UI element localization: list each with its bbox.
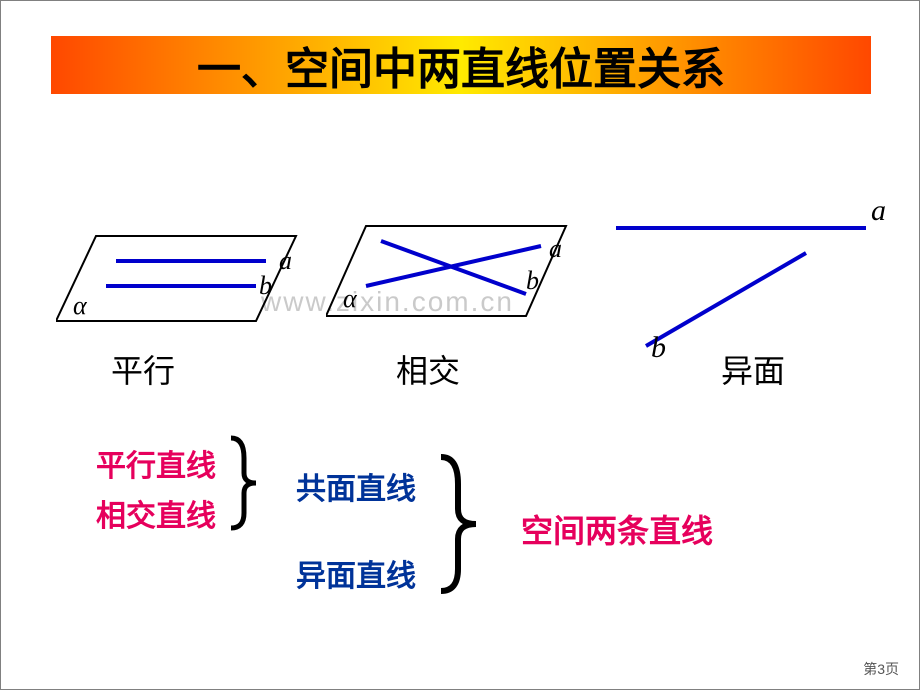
intersect-label-alpha: α (343, 284, 357, 314)
parallel-label-alpha: α (73, 291, 87, 321)
parallel-caption: 平行 (111, 346, 175, 392)
page-number: 第3页 (863, 659, 899, 679)
skew-label-a: a (871, 194, 886, 228)
diagram-row: a b α 平行 a b α 相交 a b 异面 (1, 206, 920, 376)
term-intersect-lines: 相交直线 (96, 491, 216, 535)
page-title: 一、空间中两直线位置关系 (197, 33, 725, 97)
skew-label-b: b (651, 331, 666, 365)
term-spatial: 空间两条直线 (521, 506, 713, 552)
intersect-label-a: a (549, 234, 562, 264)
title-bar: 一、空间中两直线位置关系 (51, 36, 871, 94)
skew-caption: 异面 (721, 346, 785, 392)
intersect-label-b: b (526, 266, 539, 296)
term-coplanar: 共面直线 (296, 464, 416, 508)
term-parallel-lines: 平行直线 (96, 441, 216, 485)
brace-small (226, 433, 266, 533)
parallel-label-b: b (259, 271, 272, 301)
brace-large (436, 449, 486, 599)
intersect-caption: 相交 (396, 346, 460, 392)
term-skew: 异面直线 (296, 551, 416, 595)
parallel-label-a: a (279, 246, 292, 276)
